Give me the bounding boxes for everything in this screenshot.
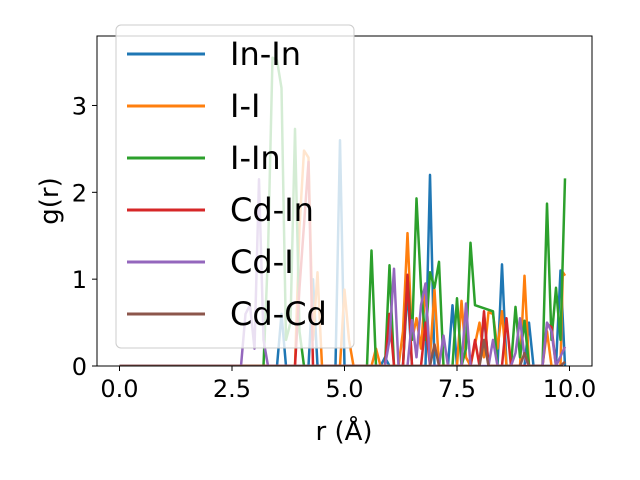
y-axis-label: g(r) bbox=[35, 177, 65, 224]
y-tick-label: 2 bbox=[72, 179, 87, 207]
legend: In-In I-I I-In Cd-In Cd-I Cd-Cd bbox=[115, 24, 355, 349]
y-tick-label: 1 bbox=[72, 266, 87, 294]
x-tick-label: 2.5 bbox=[213, 375, 251, 403]
legend-label: In-In bbox=[230, 35, 301, 73]
x-tick-label: 7.5 bbox=[438, 375, 476, 403]
axis-layer: 0.0 2.5 5.0 7.5 10.0 0 1 2 3 bbox=[72, 92, 597, 403]
y-tick-label: 0 bbox=[72, 353, 87, 381]
series-line-5 bbox=[119, 338, 566, 366]
x-tick-label: 5.0 bbox=[325, 375, 363, 403]
legend-label: I-In bbox=[230, 139, 281, 177]
legend-label: Cd-Cd bbox=[230, 295, 327, 333]
legend-label: Cd-In bbox=[230, 191, 314, 229]
x-tick-label: 10.0 bbox=[543, 375, 596, 403]
legend-label: I-I bbox=[230, 87, 260, 125]
x-tick-label: 0.0 bbox=[100, 375, 138, 403]
legend-label: Cd-I bbox=[230, 243, 294, 281]
y-tick-label: 3 bbox=[72, 92, 87, 120]
x-axis-label: r (Å) bbox=[315, 415, 372, 447]
